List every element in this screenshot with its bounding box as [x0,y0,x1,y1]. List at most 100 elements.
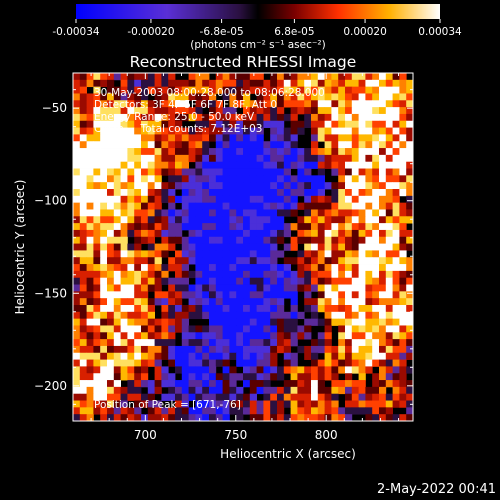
heatmap-cell [379,127,387,135]
heatmap-cell [249,107,257,115]
heatmap-cell [202,216,210,224]
heatmap-cell [263,257,271,265]
heatmap-cell [290,182,298,190]
heatmap-cell [107,250,115,258]
heatmap-cell [345,93,353,101]
heatmap-cell [324,209,332,217]
heatmap-cell [209,154,217,163]
heatmap-cell [379,189,387,197]
heatmap-cell [311,298,319,306]
heatmap-cell [79,236,87,244]
heatmap-cell [168,291,176,299]
heatmap-cell [86,134,94,142]
heatmap-cell [222,311,230,320]
heatmap-cell [392,120,400,128]
heatmap-cell [100,332,108,340]
heatmap-cell [277,250,285,258]
heatmap-cell [256,352,264,360]
heatmap-cell [195,305,203,313]
heatmap-cell [399,311,407,320]
heatmap-cell [202,298,210,306]
heatmap-cell [229,189,237,197]
heatmap-cell [331,352,339,360]
x-axis-label: Heliocentric X (arcsec) [220,447,356,461]
heatmap-cell [372,209,380,217]
heatmap-cell [100,270,108,279]
heatmap-cell [161,270,169,279]
heatmap-cell [297,73,305,81]
heatmap-cell [311,318,319,326]
heatmap-cell [154,345,162,354]
heatmap-cell [79,291,87,299]
heatmap-cell [365,366,373,374]
heatmap-cell [113,189,121,197]
heatmap-cell [243,148,251,156]
heatmap-cell [141,127,149,135]
heatmap-cell [134,209,142,217]
heatmap-cell [188,257,196,265]
heatmap-cell [93,305,101,313]
heatmap-cell [385,120,393,128]
heatmap-cell [399,113,407,122]
heatmap-cell [93,127,101,135]
heatmap-cell [365,168,373,176]
heatmap-cell [236,86,244,94]
heatmap-cell [399,223,407,231]
heatmap-cell [113,236,121,244]
heatmap-cell [256,134,264,142]
heatmap-cell [229,134,237,142]
heatmap-cell [86,93,94,101]
heatmap-cell [141,202,149,210]
heatmap-cell [372,318,380,326]
heatmap-cell [277,373,285,381]
heatmap-cell [351,195,359,204]
heatmap-cell [379,359,387,367]
heatmap-cell [345,223,353,231]
heatmap-cell [195,380,203,388]
heatmap-cell [290,366,298,374]
heatmap-cell [154,209,162,217]
heatmap-cell [283,291,291,299]
heatmap-cell [134,223,142,231]
heatmap-cell [236,270,244,279]
heatmap-cell [141,73,149,81]
heatmap-cell [345,148,353,156]
heatmap-cell [141,120,149,128]
heatmap-cell [86,345,94,354]
heatmap-cell [372,284,380,292]
heatmap-cell [134,79,142,88]
heatmap-cell [379,236,387,244]
plot-annotations: 30-May-2003 08:00:28.000 to 08:06:28.000… [94,87,325,411]
heatmap-cell [283,100,291,108]
heatmap-cell [249,325,257,333]
heatmap-cell [229,148,237,156]
heatmap-cell [209,339,217,347]
heatmap-cell [222,236,230,244]
heatmap-cell [236,332,244,340]
heatmap-cell [304,250,312,258]
heatmap-cell [249,189,257,197]
heatmap-cell [283,86,291,94]
heatmap-cell [324,202,332,210]
heatmap-cell [351,339,359,347]
heatmap-cell [290,148,298,156]
heatmap-cell [277,120,285,128]
heatmap-cell [202,195,210,204]
heatmap-cell [324,250,332,258]
heatmap-cell [120,86,128,94]
heatmap-cell [385,161,393,169]
heatmap-cell [79,277,87,285]
heatmap-cell [365,73,373,81]
heatmap-cell [113,148,121,156]
heatmap-cell [249,345,257,354]
heatmap-cell [175,277,183,285]
heatmap-cell [277,325,285,333]
heatmap-cell [222,345,230,354]
heatmap-cell [107,223,115,231]
heatmap-cell [127,291,135,299]
heatmap-cell [229,209,237,217]
heatmap-cell [107,141,115,149]
heatmap-cell [147,243,155,251]
heatmap-cell [175,318,183,326]
heatmap-cell [127,311,135,320]
